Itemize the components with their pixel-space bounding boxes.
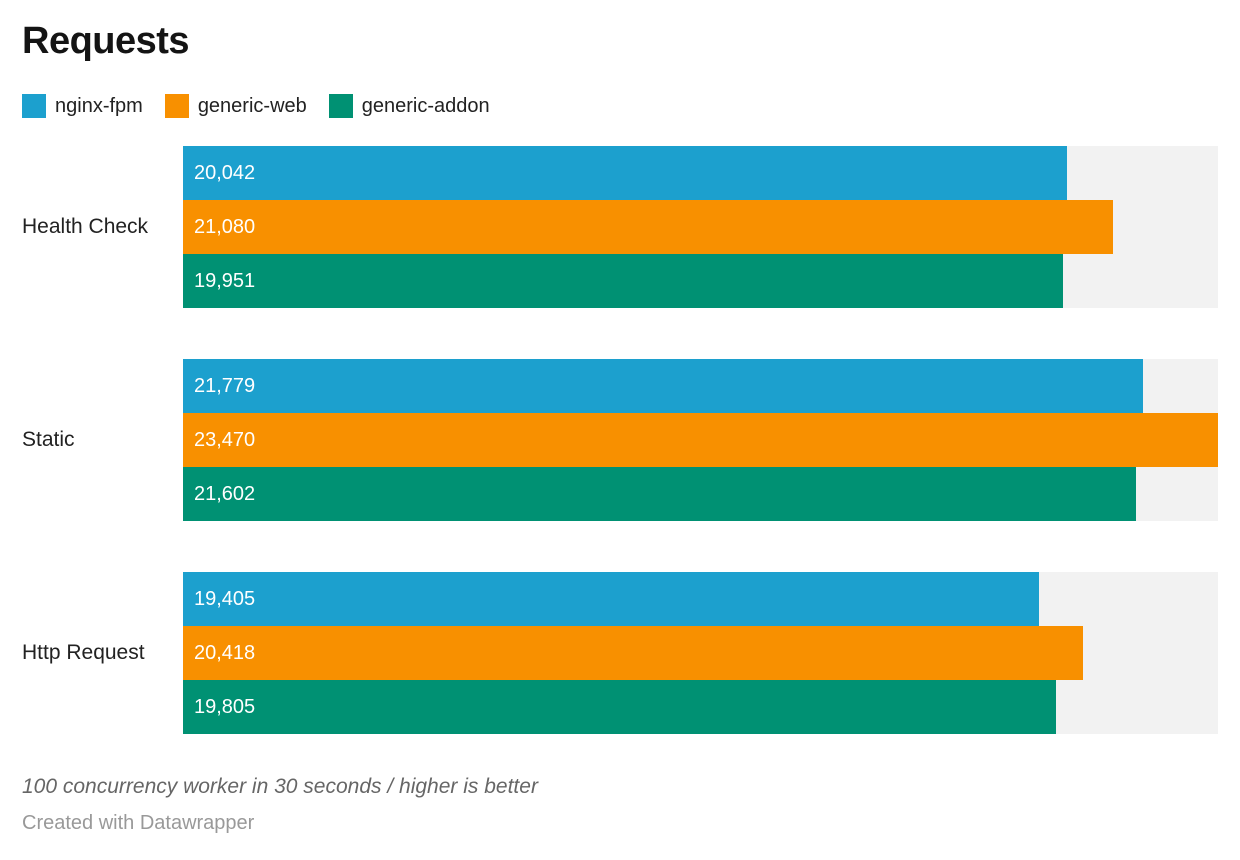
bar-value-label: 23,470 [194,428,256,451]
footnote: 100 concurrency worker in 30 seconds / h… [22,775,538,798]
bar-track: 21,779 [183,359,1218,413]
legend-label: generic-addon [361,95,490,117]
bar-track: 21,080 [183,200,1218,254]
plot-area: Health Check 20,042 21,080 19,951 Static 21,7… [22,146,1218,734]
bar-track: 19,805 [183,680,1218,734]
bar-generic-addon: 21,602 [183,467,1136,521]
bar-track: 21,602 [183,467,1218,521]
legend-swatch-icon [22,94,46,118]
bar-track: 20,418 [183,626,1218,680]
bar-value-label: 21,602 [194,482,256,505]
bar-nginx-fpm: 19,405 [183,572,1039,626]
attribution-line: Created with Datawrapper [22,812,255,834]
bar-value-label: 19,405 [194,587,256,610]
chart-container: Requests nginx-fpm generic-web generic-add… [22,20,1218,834]
bar-generic-web: 23,470 [183,413,1218,467]
chart-title: Requests [22,20,190,62]
category-group: Health Check 20,042 21,080 19,951 [22,146,1218,308]
legend-item-generic-addon: generic-addon [328,94,490,118]
bar-nginx-fpm: 21,779 [183,359,1144,413]
category-group: Static 21,779 23,470 21,602 [22,359,1218,521]
bar-nginx-fpm: 20,042 [183,146,1067,200]
category-label: Http Request [22,641,145,664]
bar-generic-web: 21,080 [183,200,1113,254]
legend-swatch-icon [328,94,353,118]
legend: nginx-fpm generic-web generic-addon [22,93,1218,119]
bar-track: 23,470 [183,413,1218,467]
bar-value-label: 21,080 [194,215,256,238]
bar-value-label: 19,805 [194,695,256,718]
legend-item-generic-web: generic-web [164,94,307,118]
legend-item-nginx-fpm: nginx-fpm [22,94,143,118]
bar-value-label: 20,042 [194,161,256,184]
bar-track: 19,951 [183,254,1218,308]
bar-generic-addon: 19,805 [183,680,1057,734]
bar-rows: 21,779 23,470 21,602 [183,359,1218,521]
category-label: Health Check [22,215,149,238]
bar-value-label: 20,418 [194,641,256,664]
bar-generic-addon: 19,951 [183,254,1063,308]
category-label: Static [22,428,75,451]
legend-swatch-icon [164,94,189,118]
bar-track: 20,042 [183,146,1218,200]
bar-value-label: 19,951 [194,269,256,292]
legend-label: nginx-fpm [55,95,143,117]
bar-value-label: 21,779 [194,374,256,397]
legend-label: generic-web [197,95,307,117]
bar-track: 19,405 [183,572,1218,626]
category-group: Http Request 19,405 20,418 19,805 [22,572,1218,734]
bar-rows: 19,405 20,418 19,805 [183,572,1218,734]
bar-rows: 20,042 21,080 19,951 [183,146,1218,308]
bar-generic-web: 20,418 [183,626,1084,680]
